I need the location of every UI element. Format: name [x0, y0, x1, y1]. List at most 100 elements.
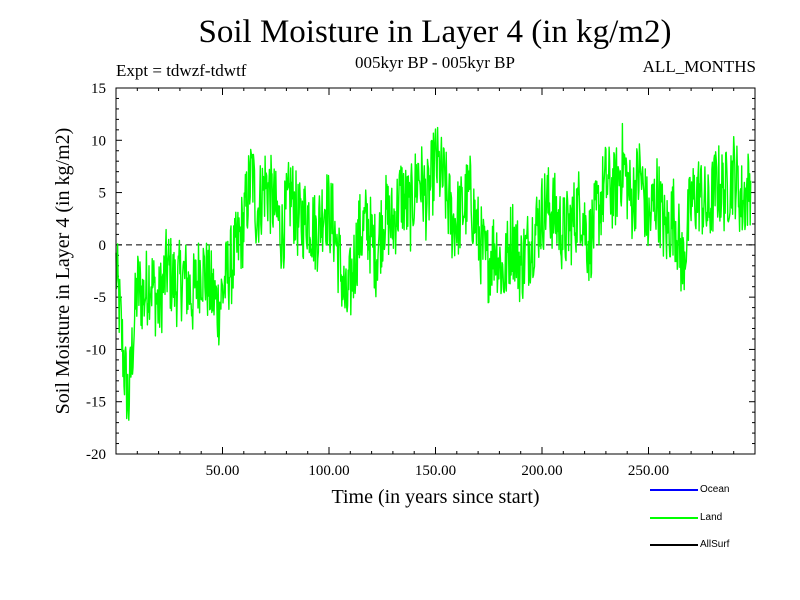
data-point-land	[375, 255, 377, 257]
x-tick-label: 250.00	[628, 463, 669, 479]
data-point-land	[384, 213, 386, 215]
data-point-land	[682, 265, 684, 267]
data-point-land	[192, 296, 194, 298]
data-point-land	[648, 223, 650, 225]
data-point-land	[128, 401, 130, 403]
data-point-land	[226, 275, 228, 277]
data-point-land	[175, 286, 177, 288]
data-point-land	[290, 192, 292, 194]
data-point-land	[622, 160, 624, 162]
data-point-land	[716, 181, 718, 183]
data-point-land	[520, 265, 522, 267]
data-point-land	[358, 234, 360, 236]
months-label: ALL_MONTHS	[642, 57, 756, 76]
data-point-land	[588, 244, 590, 246]
data-point-land	[332, 223, 334, 225]
data-point-land	[614, 192, 616, 194]
data-point-land	[307, 213, 309, 215]
data-point-land	[200, 265, 202, 267]
data-point-land	[124, 370, 126, 372]
data-point-land	[503, 275, 505, 277]
data-point-land	[537, 223, 539, 225]
data-point-land	[256, 213, 258, 215]
chart-title: Soil Moisture in Layer 4 (in kg/m2)	[198, 14, 672, 50]
data-point-land	[690, 202, 692, 204]
data-point-land	[367, 223, 369, 225]
y-tick-label: 10	[91, 133, 106, 149]
y-tick-label: -5	[94, 290, 107, 306]
plot-frame	[115, 87, 756, 455]
data-point-land	[733, 171, 735, 173]
data-point-land	[580, 202, 582, 204]
legend-swatch-ocean	[650, 489, 698, 491]
data-point-land	[209, 286, 211, 288]
data-point-land	[392, 223, 394, 225]
y-tick-label: -20	[86, 447, 106, 463]
y-tick-label: 15	[91, 81, 106, 97]
data-point-land	[183, 275, 185, 277]
data-point-land	[631, 202, 633, 204]
x-tick-label: 100.00	[308, 463, 349, 479]
data-point-land	[724, 192, 726, 194]
series-line-land	[115, 122, 752, 421]
data-point-land	[554, 213, 556, 215]
data-point-land	[597, 213, 599, 215]
data-point-land	[460, 213, 462, 215]
legend-label-allsurf: AllSurf	[700, 539, 730, 550]
data-point-land	[528, 244, 530, 246]
data-point-land	[469, 192, 471, 194]
data-point-land	[741, 202, 743, 204]
data-point-land	[119, 317, 121, 319]
data-point-land	[452, 223, 454, 225]
data-point-land	[345, 307, 347, 309]
data-point-land	[707, 213, 709, 215]
data-point-land	[132, 338, 134, 340]
x-axis-title: Time (in years since start)	[331, 486, 539, 508]
data-point-land	[234, 255, 236, 257]
data-point-land	[426, 202, 428, 204]
data-point-land	[341, 275, 343, 277]
series-layer	[115, 122, 752, 421]
x-tick-label: 200.00	[521, 463, 562, 479]
data-point-land	[639, 171, 641, 173]
data-point-land	[545, 202, 547, 204]
y-axis-title: Soil Moisture in Layer 4 (in kg/m2)	[52, 128, 74, 415]
data-point-land	[350, 286, 352, 288]
data-point-land	[605, 181, 607, 183]
x-tick-label: 50.00	[206, 463, 240, 479]
experiment-label: Expt = tdwzf-tdwtf	[116, 61, 247, 80]
data-point-land	[137, 286, 139, 288]
y-tick-label: -15	[86, 395, 106, 411]
data-point-land	[563, 234, 565, 236]
data-point-land	[298, 223, 300, 225]
data-point-land	[511, 234, 513, 236]
data-point-land	[143, 296, 145, 298]
data-point-land	[158, 307, 160, 309]
data-point-land	[315, 234, 317, 236]
data-point-land	[401, 192, 403, 194]
y-tick-label: -10	[86, 342, 106, 358]
legend-label-land: Land	[700, 512, 723, 523]
legend-swatch-allsurf	[650, 544, 698, 546]
data-point-land	[264, 181, 266, 183]
y-tick-label: 0	[99, 238, 107, 254]
legend-label-ocean: Ocean	[700, 484, 730, 495]
y-tick-label: 5	[99, 186, 107, 202]
data-point-land	[324, 202, 326, 204]
data-point-land	[281, 234, 283, 236]
data-point-land	[409, 213, 411, 215]
data-point-land	[494, 244, 496, 246]
data-point-land	[418, 171, 420, 173]
data-point-land	[247, 192, 249, 194]
data-point-land	[486, 265, 488, 267]
data-point-land	[149, 275, 151, 277]
x-tick-label: 150.00	[415, 463, 456, 479]
data-point-land	[665, 234, 667, 236]
data-point-land	[243, 223, 245, 225]
data-point-land	[477, 234, 479, 236]
data-point-land	[750, 181, 752, 183]
data-point-land	[435, 160, 437, 162]
data-point-land	[656, 192, 658, 194]
